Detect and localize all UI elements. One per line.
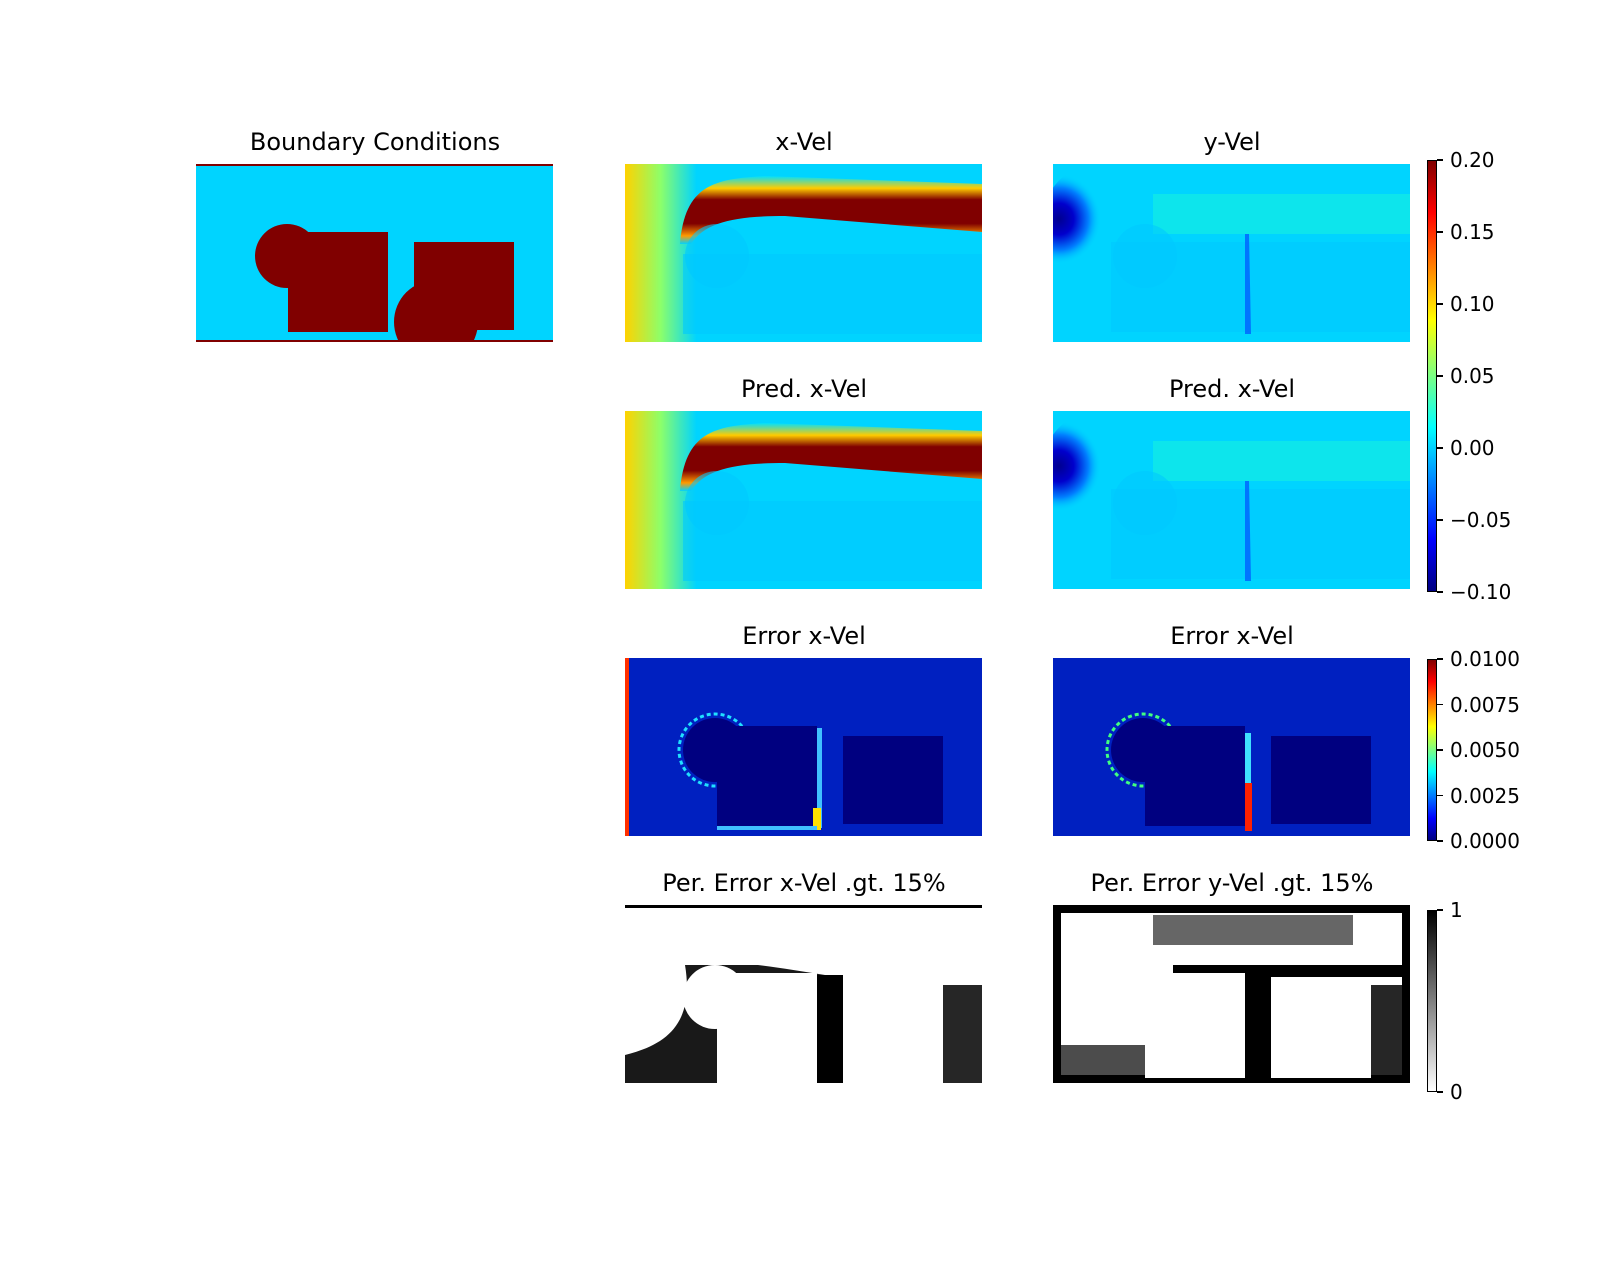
bc-bottom-wall (196, 340, 553, 342)
colorbar-velocity-tick-label: 0.20 (1450, 148, 1495, 172)
colorbar-error (1427, 659, 1437, 841)
colorbar-error-tick-label: 0.0050 (1450, 738, 1520, 762)
bc-top-wall (196, 164, 553, 166)
bc-rect-obstacle-1 (288, 232, 388, 332)
colorbar-velocity-tick-mark (1437, 375, 1443, 377)
colorbar-velocity-tick-mark (1437, 591, 1443, 593)
bc-rect-obstacle-2 (414, 242, 514, 330)
title-error-x-vel-1: Error x-Vel (742, 622, 866, 650)
heatmap-error-x-vel-1 (625, 658, 982, 836)
colorbar-error-tick-label: 0.0000 (1450, 829, 1520, 853)
colorbar-velocity-tick-label: 0.15 (1450, 220, 1495, 244)
colorbar-velocity-tick-mark (1437, 231, 1443, 233)
colorbar-percent-tick-mark (1437, 1091, 1443, 1093)
title-boundary-conditions: Boundary Conditions (249, 128, 501, 156)
title-x-vel: x-Vel (775, 128, 833, 156)
colorbar-error-tick-mark (1437, 749, 1443, 751)
colorbar-percent-tick-label: 1 (1450, 898, 1463, 922)
heatmap-x-vel (625, 164, 982, 342)
title-pred-x-vel-2: Pred. x-Vel (1168, 375, 1296, 403)
colorbar-error-tick-mark (1437, 658, 1443, 660)
title-y-vel: y-Vel (1203, 128, 1261, 156)
colorbar-percent (1427, 910, 1437, 1092)
colorbar-error-tick-label: 0.0025 (1450, 783, 1520, 808)
title-per-error-x-vel: Per. Error x-Vel .gt. 15% (662, 869, 946, 897)
title-per-error-y-vel: Per. Error y-Vel .gt. 15% (1090, 869, 1374, 897)
colorbar-error-tick-label: 0.0075 (1450, 692, 1520, 717)
colorbar-velocity-tick-label: 0.05 (1450, 364, 1495, 388)
heatmap-per-error-x-vel (625, 905, 982, 1083)
colorbar-velocity-tick-label: 0.00 (1450, 436, 1495, 460)
colorbar-velocity-tick-mark (1437, 303, 1443, 305)
colorbar-velocity (1427, 160, 1437, 592)
colorbar-velocity-tick-label: −0.10 (1450, 580, 1512, 604)
colorbar-velocity-tick-label: 0.10 (1450, 292, 1495, 316)
heatmap-pred-x-vel-2 (1053, 411, 1410, 589)
colorbar-velocity-tick-mark (1437, 447, 1443, 449)
heatmap-y-vel (1053, 164, 1410, 342)
colorbar-error-tick-label: 0.0100 (1450, 647, 1520, 671)
title-error-x-vel-2: Error x-Vel (1170, 622, 1294, 650)
heatmap-error-x-vel-2 (1053, 658, 1410, 836)
heatmap-pred-x-vel-1 (625, 411, 982, 589)
title-pred-x-vel-1: Pred. x-Vel (740, 375, 868, 403)
colorbar-percent-tick-mark (1437, 909, 1443, 911)
colorbar-velocity-tick-label: −0.05 (1450, 508, 1512, 532)
colorbar-error-tick-mark (1437, 794, 1443, 797)
heatmap-per-error-y-vel (1053, 905, 1410, 1083)
colorbar-error-tick-mark (1437, 840, 1443, 842)
colorbar-velocity-tick-mark (1437, 519, 1443, 521)
colorbar-error-tick-mark (1437, 703, 1443, 706)
colorbar-velocity-tick-mark (1437, 159, 1443, 161)
colorbar-percent-tick-label: 0 (1450, 1080, 1463, 1104)
heatmap-boundary-conditions (196, 164, 553, 342)
